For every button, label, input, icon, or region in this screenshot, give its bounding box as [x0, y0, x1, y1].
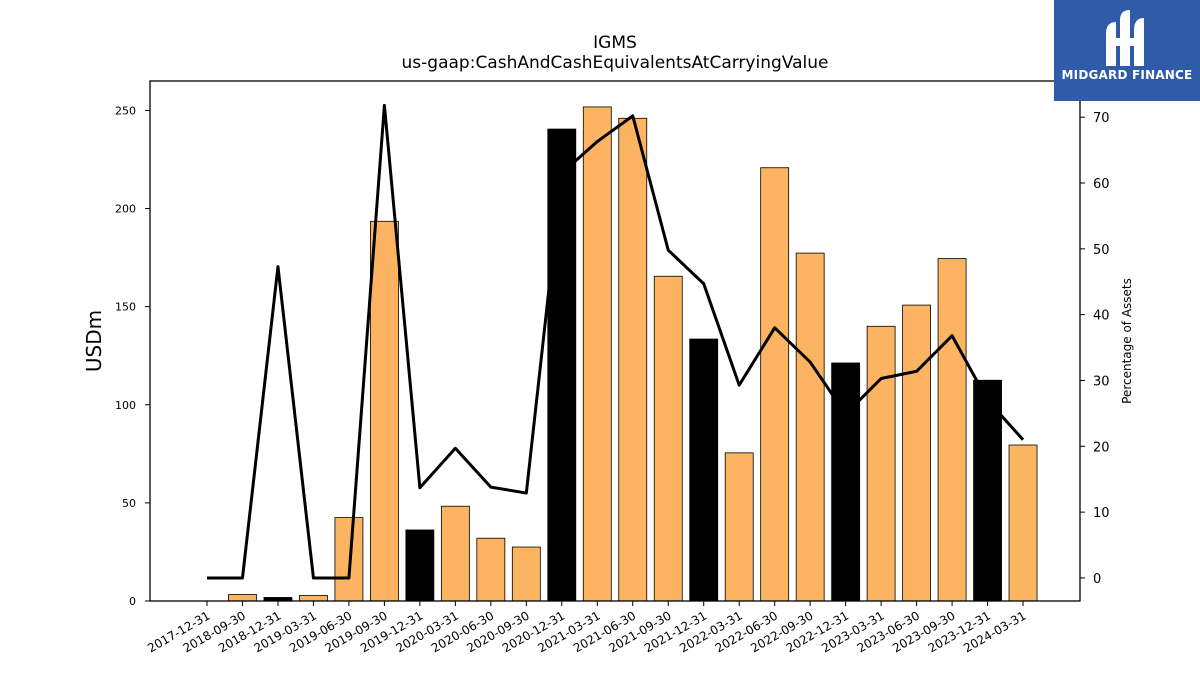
- bar-2020-09-30: [511, 546, 541, 602]
- y-axis-left: 0 50 100 150 200 250: [115, 104, 150, 608]
- bar-2018-09-30: [228, 594, 257, 602]
- bar-2019-09-30: [369, 220, 399, 602]
- y2-tick-label: 0: [1093, 572, 1101, 587]
- y2-tick-label: 30: [1093, 374, 1110, 389]
- bar-2021-03-31: [582, 106, 612, 602]
- bar-2022-06-30: [760, 167, 790, 602]
- bar-2021-09-30: [653, 275, 683, 602]
- y2-tick-label: 20: [1093, 440, 1110, 455]
- logo-mark-icon: [1106, 10, 1144, 66]
- bar-2023-03-31: [866, 325, 896, 602]
- y-tick-label: 200: [115, 203, 136, 216]
- bar-2024-03-31: [1008, 444, 1038, 602]
- bar-2021-12-31: [689, 338, 719, 602]
- y2-tick-label: 10: [1093, 506, 1110, 521]
- bar-2020-12-31: [547, 128, 577, 602]
- bar-2023-12-31: [973, 379, 1002, 602]
- bar-2019-12-31: [405, 529, 435, 602]
- y-tick-label: 50: [122, 497, 136, 510]
- y2-axis-label: Percentage of Assets: [1120, 278, 1134, 404]
- bar-2021-06-30: [618, 117, 648, 602]
- y-tick-label: 250: [115, 104, 136, 117]
- y-axis-label: USDm: [82, 310, 106, 372]
- y-tick-label: 100: [115, 399, 136, 412]
- y2-tick-label: 70: [1093, 111, 1110, 126]
- y-tick-label: 0: [129, 595, 136, 608]
- bar-2020-03-31: [440, 505, 470, 602]
- bar-2023-09-30: [937, 258, 967, 602]
- y2-tick-label: 60: [1093, 177, 1110, 192]
- y-axis-right: 0 10 20 30 40 50 60 70: [1080, 111, 1110, 587]
- bar-2020-06-30: [476, 537, 506, 602]
- line-series: [207, 103, 1025, 580]
- logo-text: MIDGARD FINANCE: [1061, 68, 1193, 82]
- y-tick-label: 150: [115, 301, 136, 314]
- plot-frame: [149, 80, 1081, 602]
- y2-tick-label: 50: [1093, 243, 1110, 258]
- bar-2022-03-31: [724, 452, 754, 602]
- midgard-finance-logo: MIDGARD FINANCE: [1054, 0, 1200, 101]
- bar-2023-06-30: [902, 304, 931, 602]
- percentage-line: [207, 103, 1025, 580]
- x-axis: 2017-12-312018-09-302018-12-312019-03-31…: [145, 601, 1029, 655]
- chart-subtitle: us-gaap:CashAndCashEquivalentsAtCarrying…: [402, 53, 829, 73]
- bar-2019-03-31: [299, 595, 328, 602]
- chart-title: IGMS: [593, 33, 637, 53]
- y2-tick-label: 40: [1093, 309, 1110, 324]
- bar-2022-09-30: [795, 252, 825, 602]
- bar-series: [228, 106, 1038, 602]
